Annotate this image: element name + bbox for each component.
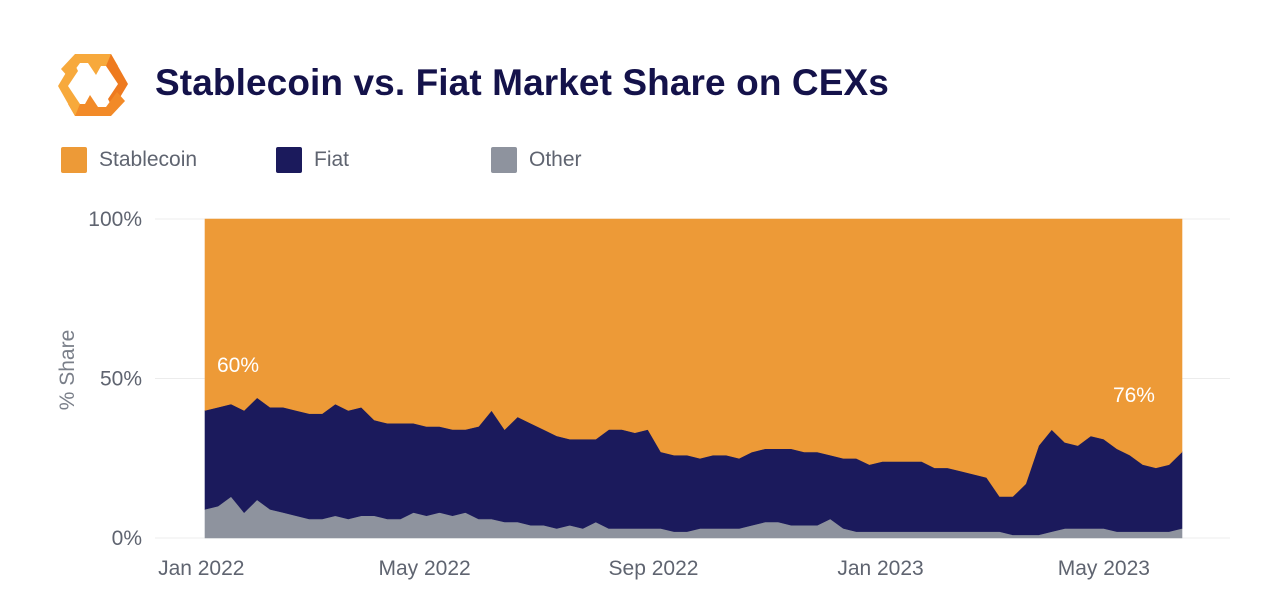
area-stablecoin [204,218,1183,497]
annotation-label: 60% [217,354,259,377]
logo [58,54,128,116]
x-tick-label: Jan 2023 [837,557,923,580]
x-tick-label: May 2022 [378,557,470,580]
x-tick-label: May 2023 [1058,557,1150,580]
legend-item-stablecoin[interactable]: Stablecoin [61,145,197,175]
legend-swatch-other [491,147,517,173]
area-series [204,218,1183,539]
legend-swatch-fiat [276,147,302,173]
y-tick-label: 50% [100,368,142,391]
legend-label-stablecoin: Stablecoin [99,148,198,171]
y-tick-label: 100% [88,208,142,231]
y-tick-label: 0% [112,527,142,550]
legend-item-fiat[interactable]: Fiat [276,145,349,175]
chart-title: Stablecoin vs. Fiat Market Share on CEXs [155,62,889,103]
x-axis-ticks: Jan 2022 May 2022 Sep 2022 Jan 2023 May 2023 [158,557,1150,580]
y-axis-ticks: 0% 50% 100% [88,208,142,550]
legend-item-other[interactable]: Other [491,145,582,175]
logo-shape-bottom [68,92,125,116]
logo-shape-top [61,54,118,78]
annotation-label: 76% [1113,384,1155,407]
annotations: 60% 76% [217,354,1155,407]
x-tick-label: Sep 2022 [609,557,699,580]
x-tick-label: Jan 2022 [158,557,244,580]
y-axis-label: % Share [56,330,79,411]
legend-label-fiat: Fiat [314,148,350,171]
logo-shape-left [58,61,80,116]
logo-shape-right [106,54,128,109]
legend-swatch-stablecoin [61,147,87,173]
legend-label-other: Other [529,148,582,171]
